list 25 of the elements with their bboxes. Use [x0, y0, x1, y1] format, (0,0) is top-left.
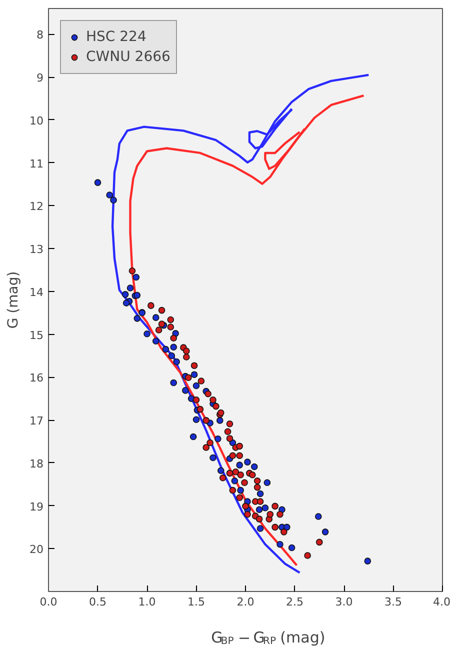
y-axis-title: G (mag) [6, 271, 22, 329]
x-tick-label: 2.0 [236, 596, 254, 608]
x-tick-label: 1.0 [138, 596, 156, 608]
x-tick-label: 2.5 [286, 596, 304, 608]
y-tick-label: 9 [36, 72, 44, 85]
y-tick-label: 16 [30, 372, 44, 385]
y-tick-label: 18 [30, 457, 44, 470]
y-tick-label: 11 [30, 157, 44, 170]
y-tick-label: 15 [30, 328, 44, 342]
y-tick-label: 20 [30, 543, 44, 556]
y-tick-label: 10 [30, 114, 44, 128]
y-tick-label: 19 [30, 500, 44, 514]
x-tick-label: 0.5 [89, 596, 107, 608]
legend-label: CWNU 2666 [86, 49, 170, 65]
x-tick-label: 3.0 [335, 596, 353, 608]
y-tick-label: 14 [30, 286, 44, 299]
y-tick-label: 8 [36, 28, 44, 42]
x-tick-label: 0.0 [40, 596, 58, 608]
x-tick-label: 1.5 [188, 596, 206, 608]
x-tick-label: 3.5 [384, 596, 402, 608]
y-tick-label: 13 [30, 243, 44, 256]
legend-label: HSC 224 [86, 29, 146, 45]
y-tick-label: 17 [30, 414, 44, 428]
y-tick-label: 12 [30, 200, 44, 214]
x-tick-label: 4.0 [433, 596, 450, 608]
